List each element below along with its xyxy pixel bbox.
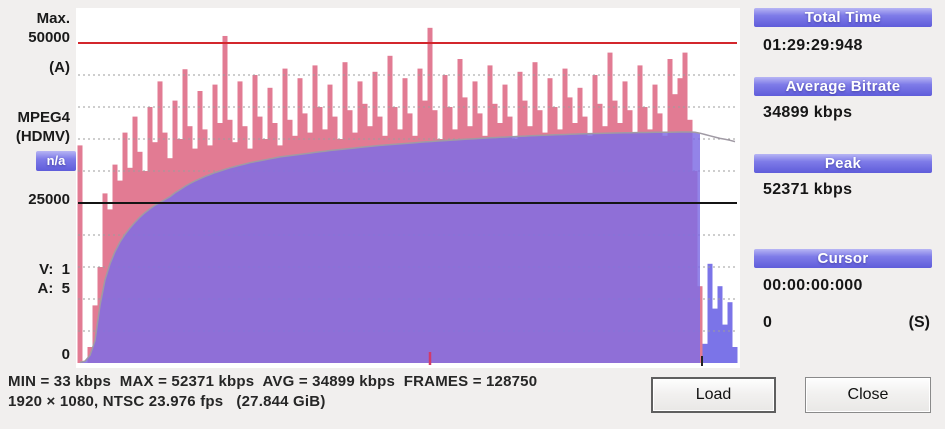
video-format-line: 1920 × 1080, NTSC 23.976 fps (27.844 GiB…	[8, 393, 326, 410]
peak-value: 52371 kbps	[763, 181, 853, 198]
y-axis-50000-tick: 50000	[28, 29, 70, 46]
stream-stats-line: MIN = 33 kbps MAX = 52371 kbps AVG = 348…	[8, 373, 538, 390]
video-stream-count: V: 1	[39, 261, 70, 278]
cursor-unit-label: (S)	[908, 314, 930, 331]
total-time-value: 01:29:29:948	[763, 37, 863, 54]
codec-format-label: (HDMV)	[15, 128, 70, 145]
average-bitrate-header: Average Bitrate	[754, 77, 932, 96]
cursor-time-value: 00:00:00:000	[763, 277, 863, 294]
cursor-position-row: 0 (S)	[763, 314, 930, 332]
cursor-position-value: 0	[763, 314, 772, 331]
bitrate-chart[interactable]	[76, 8, 740, 368]
y-axis-25000-tick: 25000	[28, 191, 70, 208]
close-button[interactable]: Close	[805, 377, 931, 413]
y-axis-zero-tick: 0	[61, 346, 70, 363]
average-bitrate-value: 34899 kbps	[763, 104, 853, 121]
y-axis-max-label: Max.	[36, 10, 70, 27]
cursor-header: Cursor	[754, 249, 932, 268]
load-button[interactable]: Load	[651, 377, 776, 413]
codec-label: MPEG4	[17, 109, 70, 126]
y-axis-unit-label: (A)	[49, 59, 70, 76]
peak-header: Peak	[754, 154, 932, 173]
total-time-header: Total Time	[754, 8, 932, 27]
codec-profile-badge: n/a	[36, 151, 76, 171]
audio-stream-count: A: 5	[37, 280, 70, 297]
